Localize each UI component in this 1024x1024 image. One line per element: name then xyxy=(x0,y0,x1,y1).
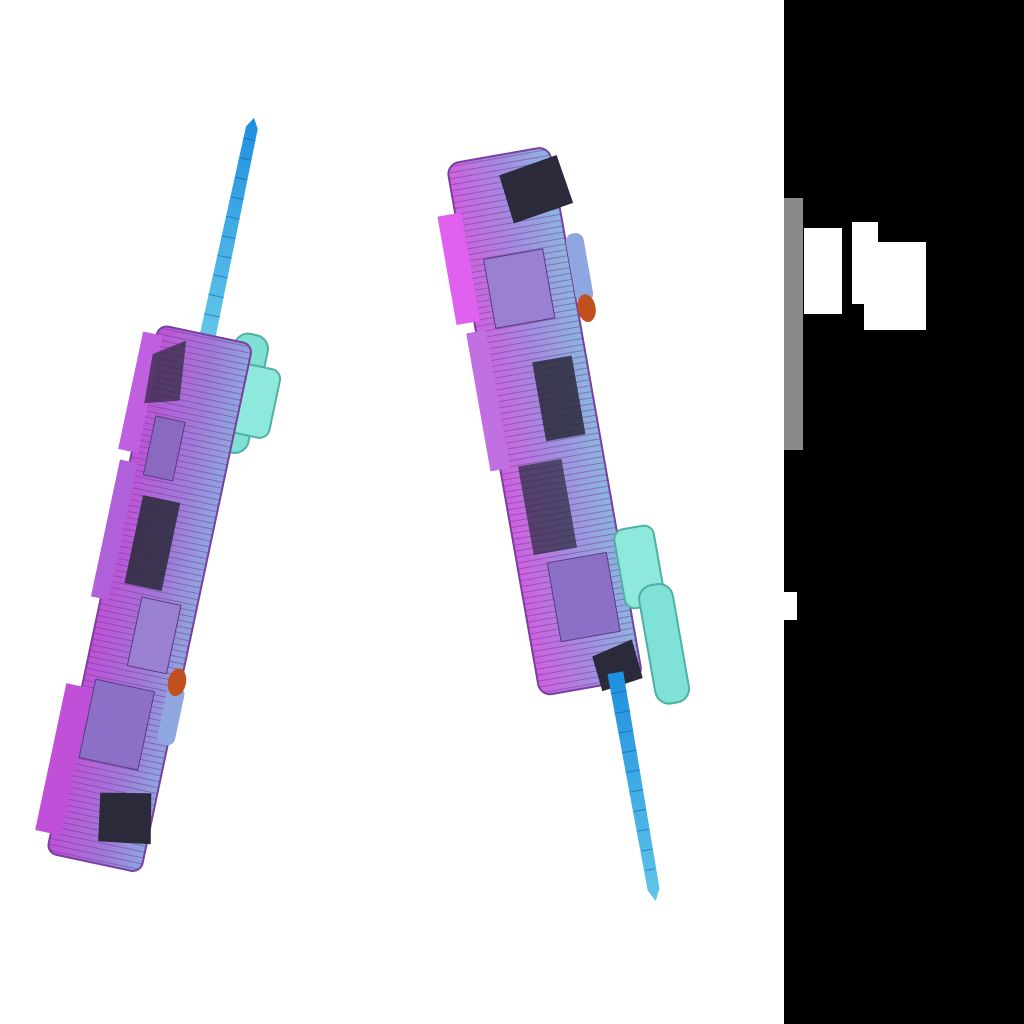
thruster-right xyxy=(565,233,596,323)
scene-canvas xyxy=(31,104,725,918)
ship-model-left[interactable] xyxy=(31,104,332,880)
antenna-right xyxy=(607,671,660,902)
hull-left xyxy=(35,325,252,872)
panel-marker xyxy=(784,592,797,620)
hull-right xyxy=(437,147,643,696)
panel-block xyxy=(804,228,842,314)
thruster-left xyxy=(157,668,187,746)
side-panel xyxy=(784,0,1024,1024)
engine-pod-right xyxy=(613,524,691,705)
panel-block xyxy=(864,242,926,330)
3d-viewport[interactable] xyxy=(0,0,784,1024)
ship-model-right[interactable] xyxy=(429,139,725,918)
scrollbar-thumb[interactable] xyxy=(784,198,803,450)
antenna-left xyxy=(199,117,258,337)
